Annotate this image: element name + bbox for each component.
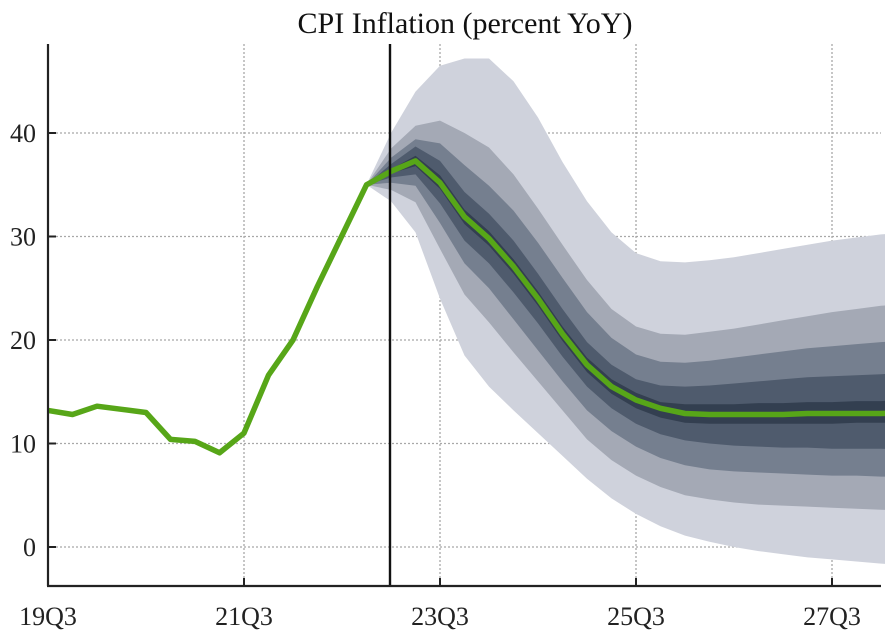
x-tick-label: 23Q3 [411,602,469,631]
y-tick-label: 30 [10,223,36,252]
y-tick-label: 40 [10,119,36,148]
chart-title: CPI Inflation (percent YoY) [298,7,633,40]
y-tick-label: 0 [23,533,36,562]
axes [46,44,881,588]
x-tick-label: 21Q3 [215,602,273,631]
fan-band-4 [366,146,885,449]
x-tick-label: 25Q3 [607,602,665,631]
y-tick-label: 10 [10,430,36,459]
x-tick-label: 27Q3 [803,602,861,631]
series-lines [47,44,885,586]
y-tick-label: 20 [10,326,36,355]
tick-labels: 0 10 20 30 40 19Q3 21Q3 23Q3 25Q3 27Q3 [10,119,861,631]
x-tick-label: 19Q3 [19,602,77,631]
fan-bands [366,58,885,564]
